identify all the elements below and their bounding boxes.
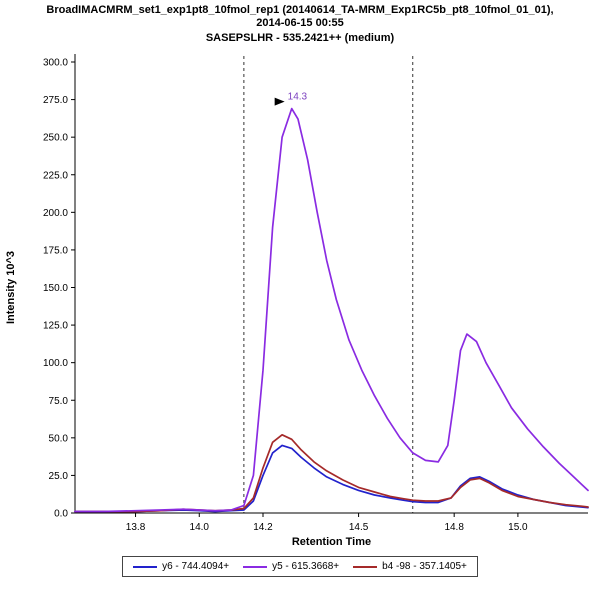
y-tick-label: 50.0 bbox=[49, 433, 69, 444]
y-tick-label: 200.0 bbox=[43, 208, 68, 219]
x-tick-label: 15.0 bbox=[508, 522, 528, 533]
peak-rt-annotation: 14.3 bbox=[288, 92, 308, 103]
chromatogram-plot[interactable]: 0.0 25.0 50.0 75.0 100.0 125.0 150.0 175.0 200.0… bbox=[0, 46, 600, 554]
legend-item-y5: y5 - 615.3668+ bbox=[243, 561, 339, 572]
x-tick-label: 14.0 bbox=[190, 522, 210, 533]
chart-title-line1: BroadIMACMRM_set1_exp1pt8_10fmol_rep1 (2… bbox=[46, 4, 554, 16]
y-tick-label: 175.0 bbox=[43, 245, 68, 256]
legend-line-sample-y6 bbox=[133, 565, 158, 568]
chart-title-line2: 2014-06-15 00:55 bbox=[256, 17, 344, 29]
x-axis-title: Retention Time bbox=[292, 536, 371, 548]
legend-item-b4: b4 -98 - 357.1405+ bbox=[353, 561, 467, 572]
legend-item-y6: y6 - 744.4094+ bbox=[133, 561, 229, 572]
y-axis-title: Intensity 10^3 bbox=[5, 251, 17, 324]
legend-box: y6 - 744.4094+ y5 - 615.3668+ b4 -98 - 3… bbox=[122, 556, 478, 577]
legend-label-b4: b4 -98 - 357.1405+ bbox=[382, 561, 467, 572]
x-tick-label: 14.2 bbox=[253, 522, 273, 533]
y-tick-label: 25.0 bbox=[49, 471, 69, 482]
y-tick-label: 75.0 bbox=[49, 396, 69, 407]
chart-header: BroadIMACMRM_set1_exp1pt8_10fmol_rep1 (2… bbox=[0, 0, 600, 46]
x-tick-label: 14.8 bbox=[444, 522, 464, 533]
y-tick-label: 300.0 bbox=[43, 58, 68, 69]
legend-label-y5: y5 - 615.3668+ bbox=[272, 561, 340, 572]
legend-line-sample-b4 bbox=[353, 565, 378, 568]
y-tick-label: 125.0 bbox=[43, 321, 68, 332]
x-tick-label: 13.8 bbox=[126, 522, 146, 533]
y-tick-label: 225.0 bbox=[43, 170, 68, 181]
chromatogram-chart-area[interactable]: 0.0 25.0 50.0 75.0 100.0 125.0 150.0 175.0 200.0… bbox=[0, 46, 600, 554]
y-tick-label: 250.0 bbox=[43, 133, 68, 144]
series-trace-b4 bbox=[74, 433, 589, 513]
series-trace-y6 bbox=[74, 444, 589, 513]
y-tick-label: 275.0 bbox=[43, 95, 68, 106]
legend: y6 - 744.4094+ y5 - 615.3668+ b4 -98 - 3… bbox=[0, 556, 600, 577]
y-tick-label: 0.0 bbox=[54, 509, 68, 520]
y-tick-label: 100.0 bbox=[43, 358, 68, 369]
x-tick-label: 14.5 bbox=[349, 522, 369, 533]
y-tick-label: 150.0 bbox=[43, 283, 68, 294]
chart-subtitle: SASEPSLHR - 535.2421++ (medium) bbox=[205, 32, 395, 44]
legend-line-sample-y5 bbox=[243, 565, 268, 568]
legend-label-y6: y6 - 744.4094+ bbox=[162, 561, 230, 572]
peak-pointer-arrow-icon bbox=[274, 97, 285, 106]
series-trace-y5 bbox=[74, 107, 589, 513]
